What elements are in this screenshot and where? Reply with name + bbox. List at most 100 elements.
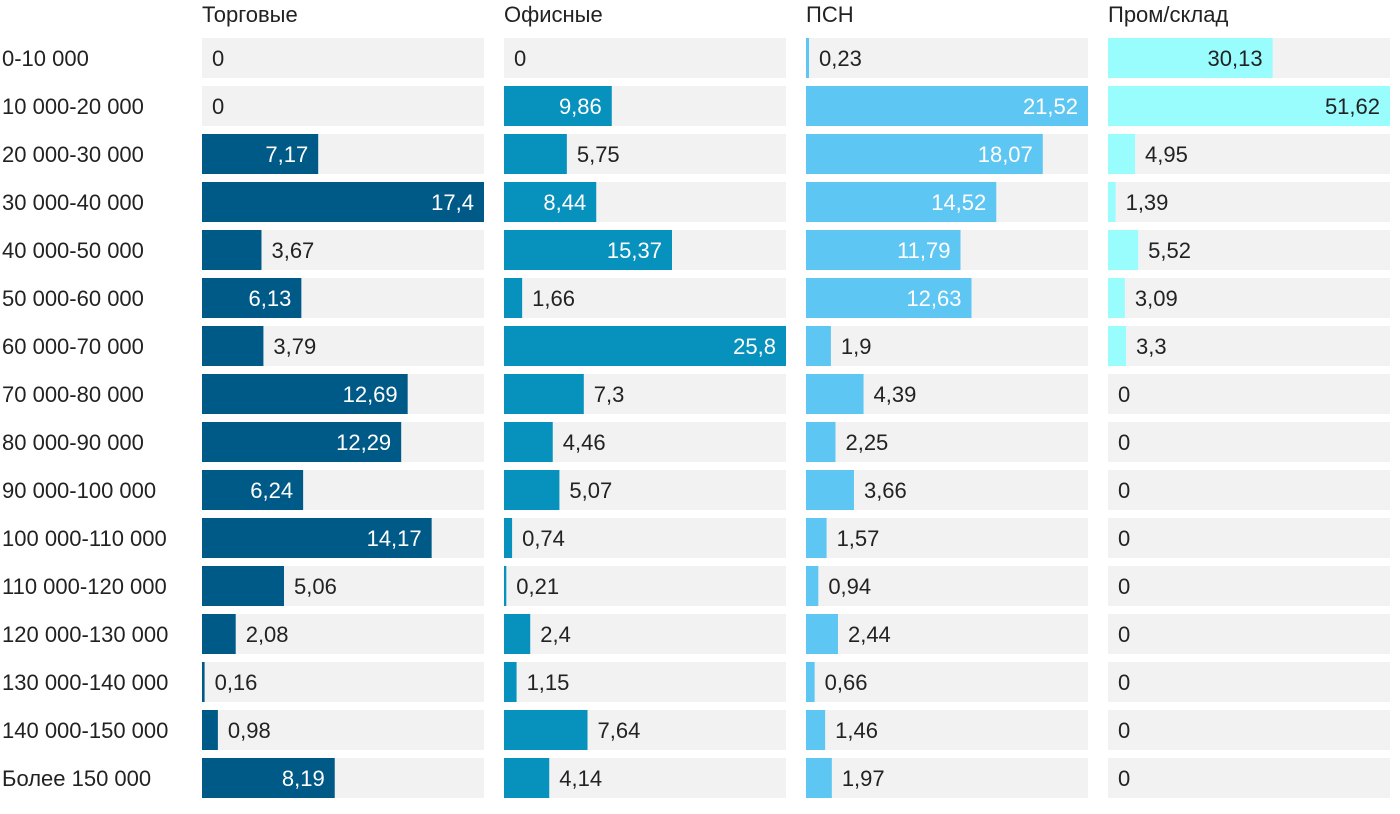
panel-title: Торговые [202, 2, 298, 27]
value-label: 0 [1118, 526, 1130, 551]
value-label: 0 [1118, 478, 1130, 503]
value-label: 1,15 [527, 670, 570, 695]
bar-track [202, 86, 484, 126]
value-label: 0,21 [516, 574, 559, 599]
bar-track [1108, 134, 1390, 174]
bar [202, 710, 218, 750]
bar-track [1108, 518, 1390, 558]
bar-track [1108, 614, 1390, 654]
value-label: 7,3 [594, 382, 625, 407]
bar-track [1108, 662, 1390, 702]
bar [504, 374, 584, 414]
row-label: 100 000-110 000 [2, 526, 167, 551]
value-label: 14,52 [931, 190, 986, 215]
bar [504, 86, 612, 126]
value-label: 1,46 [835, 718, 878, 743]
bar [1108, 182, 1116, 222]
bar-track [1108, 710, 1390, 750]
bar [504, 134, 567, 174]
bar-track [1108, 374, 1390, 414]
bar-track [806, 518, 1088, 558]
bar [504, 182, 597, 222]
bar [202, 422, 402, 462]
bar-track [202, 614, 484, 654]
row-label: 30 000-40 000 [2, 190, 144, 215]
bar-track [806, 614, 1088, 654]
bar [1108, 134, 1136, 174]
bar [806, 38, 810, 78]
bar [806, 230, 961, 270]
bar-track [806, 662, 1088, 702]
value-label: 12,29 [336, 430, 391, 455]
bar-track [1108, 230, 1390, 270]
value-label: 2,25 [845, 430, 888, 455]
bar-track [504, 38, 786, 78]
bar [806, 134, 1043, 174]
bar [202, 230, 262, 270]
row-label: 0-10 000 [2, 46, 89, 71]
bar-track [806, 566, 1088, 606]
value-label: 5,52 [1148, 238, 1191, 263]
value-label: 3,79 [273, 334, 316, 359]
bar [202, 374, 408, 414]
value-label: 2,08 [246, 622, 289, 647]
value-label: 7,64 [598, 718, 641, 743]
bar [504, 662, 517, 702]
value-label: 18,07 [978, 142, 1033, 167]
value-label: 0,98 [228, 718, 271, 743]
bar [806, 182, 997, 222]
value-label: 3,67 [271, 238, 314, 263]
value-label: 21,52 [1023, 94, 1078, 119]
value-label: 4,39 [874, 382, 917, 407]
value-label: 4,46 [563, 430, 606, 455]
bar [202, 518, 432, 558]
value-label: 0 [1118, 430, 1130, 455]
value-label: 7,17 [265, 142, 308, 167]
bar [202, 134, 319, 174]
row-label: 60 000-70 000 [2, 334, 144, 359]
value-label: 1,39 [1126, 190, 1169, 215]
bar-track [806, 326, 1088, 366]
row-label: 80 000-90 000 [2, 430, 144, 455]
panel-title: ПСН [806, 2, 854, 27]
bar [806, 758, 832, 798]
bar [202, 326, 264, 366]
bar-track [202, 38, 484, 78]
bar-track [806, 38, 1088, 78]
panel-1: Торговые 0 0 7,17 17,4 3,67 6,13 3,79 12,69 12,29… [202, 2, 484, 798]
value-label: 1,97 [842, 766, 885, 791]
value-label: 17,4 [431, 190, 474, 215]
bar-track [1108, 422, 1390, 462]
value-label: 2,4 [540, 622, 571, 647]
value-label: 0 [1118, 670, 1130, 695]
bar [806, 470, 854, 510]
bar-track [806, 422, 1088, 462]
bar [504, 278, 523, 318]
value-label: 14,17 [367, 526, 422, 551]
bar [202, 182, 484, 222]
row-label: Более 150 000 [2, 766, 151, 791]
bar-track [202, 662, 484, 702]
bar-track [806, 710, 1088, 750]
bar-track [1108, 758, 1390, 798]
panel-title: Офисные [504, 2, 603, 27]
bar [806, 518, 827, 558]
bar [1108, 38, 1273, 78]
bar-track [1108, 182, 1390, 222]
bar-track [504, 278, 786, 318]
value-label: 0,74 [522, 526, 565, 551]
value-label: 3,3 [1136, 334, 1167, 359]
value-label: 0 [212, 94, 224, 119]
value-label: 0,66 [825, 670, 868, 695]
value-label: 5,75 [577, 142, 620, 167]
bar [504, 710, 588, 750]
bar-track [504, 614, 786, 654]
bar [806, 422, 836, 462]
bar [202, 662, 205, 702]
value-label: 5,07 [569, 478, 612, 503]
bar [202, 470, 304, 510]
panel-3: ПСН 0,23 21,52 18,07 14,52 11,79 12,63 1,94,39 2… [806, 2, 1088, 798]
value-label: 15,37 [607, 238, 662, 263]
value-label: 0 [1118, 766, 1130, 791]
